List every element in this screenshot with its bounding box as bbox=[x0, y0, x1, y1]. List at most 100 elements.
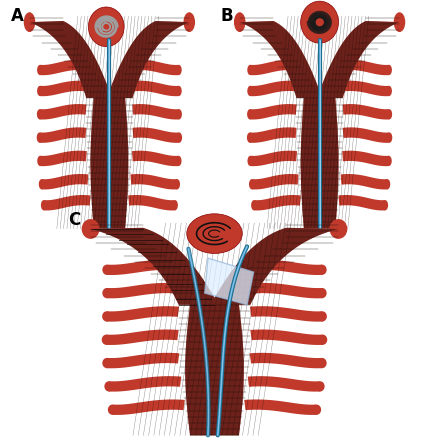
Ellipse shape bbox=[317, 264, 326, 275]
Polygon shape bbox=[342, 60, 389, 75]
Ellipse shape bbox=[318, 334, 327, 345]
Ellipse shape bbox=[386, 156, 392, 166]
Text: B: B bbox=[221, 7, 233, 25]
Ellipse shape bbox=[247, 65, 253, 75]
Polygon shape bbox=[342, 81, 389, 96]
Polygon shape bbox=[40, 81, 87, 96]
Polygon shape bbox=[132, 60, 179, 75]
Ellipse shape bbox=[82, 219, 100, 239]
Polygon shape bbox=[342, 150, 389, 166]
Ellipse shape bbox=[317, 358, 326, 368]
Ellipse shape bbox=[108, 404, 117, 415]
Polygon shape bbox=[244, 400, 317, 415]
Polygon shape bbox=[250, 260, 323, 275]
Polygon shape bbox=[42, 174, 88, 190]
Ellipse shape bbox=[247, 109, 253, 119]
Polygon shape bbox=[248, 376, 320, 392]
Polygon shape bbox=[106, 283, 179, 298]
Ellipse shape bbox=[103, 264, 112, 275]
Polygon shape bbox=[44, 195, 91, 210]
Polygon shape bbox=[130, 174, 177, 190]
Polygon shape bbox=[341, 174, 387, 190]
Polygon shape bbox=[250, 104, 297, 120]
Ellipse shape bbox=[234, 12, 245, 32]
Text: C: C bbox=[68, 212, 80, 230]
Ellipse shape bbox=[37, 65, 43, 75]
Ellipse shape bbox=[176, 86, 182, 96]
Polygon shape bbox=[342, 104, 390, 120]
Polygon shape bbox=[9, 21, 189, 228]
Ellipse shape bbox=[37, 86, 43, 96]
Ellipse shape bbox=[39, 179, 45, 189]
Polygon shape bbox=[106, 306, 179, 322]
Ellipse shape bbox=[247, 86, 253, 96]
Polygon shape bbox=[58, 228, 338, 435]
Polygon shape bbox=[128, 195, 175, 210]
Polygon shape bbox=[250, 150, 297, 166]
Ellipse shape bbox=[103, 288, 112, 298]
Polygon shape bbox=[106, 353, 179, 368]
Ellipse shape bbox=[318, 311, 327, 322]
Ellipse shape bbox=[176, 65, 182, 75]
Polygon shape bbox=[133, 127, 179, 143]
Ellipse shape bbox=[386, 65, 392, 75]
Ellipse shape bbox=[104, 381, 114, 392]
Ellipse shape bbox=[312, 404, 321, 415]
Ellipse shape bbox=[37, 156, 43, 166]
Ellipse shape bbox=[249, 179, 255, 189]
Ellipse shape bbox=[172, 200, 178, 210]
Polygon shape bbox=[109, 376, 181, 392]
Polygon shape bbox=[112, 400, 185, 415]
Polygon shape bbox=[338, 195, 385, 210]
Ellipse shape bbox=[382, 200, 388, 210]
Ellipse shape bbox=[103, 358, 112, 368]
Polygon shape bbox=[40, 150, 87, 166]
Polygon shape bbox=[251, 330, 323, 345]
Ellipse shape bbox=[37, 132, 42, 143]
Ellipse shape bbox=[102, 311, 111, 322]
Ellipse shape bbox=[175, 156, 181, 166]
Polygon shape bbox=[219, 21, 399, 228]
Polygon shape bbox=[132, 104, 179, 120]
Ellipse shape bbox=[102, 334, 111, 345]
Polygon shape bbox=[254, 195, 301, 210]
Ellipse shape bbox=[329, 219, 347, 239]
Polygon shape bbox=[39, 104, 87, 120]
Polygon shape bbox=[219, 21, 399, 228]
Ellipse shape bbox=[176, 109, 182, 119]
Polygon shape bbox=[250, 353, 323, 368]
Ellipse shape bbox=[174, 179, 180, 189]
Polygon shape bbox=[132, 81, 179, 96]
Ellipse shape bbox=[384, 179, 390, 189]
Ellipse shape bbox=[251, 200, 257, 210]
Polygon shape bbox=[343, 127, 390, 143]
Polygon shape bbox=[9, 21, 189, 228]
Ellipse shape bbox=[387, 132, 392, 143]
Ellipse shape bbox=[187, 214, 242, 253]
Polygon shape bbox=[132, 150, 179, 166]
Ellipse shape bbox=[88, 7, 124, 47]
Ellipse shape bbox=[247, 132, 253, 143]
Polygon shape bbox=[250, 81, 297, 96]
Polygon shape bbox=[250, 127, 296, 143]
Polygon shape bbox=[250, 306, 323, 322]
Polygon shape bbox=[250, 60, 297, 75]
Text: A: A bbox=[11, 7, 24, 25]
Polygon shape bbox=[252, 174, 299, 190]
Polygon shape bbox=[205, 258, 254, 305]
Ellipse shape bbox=[176, 132, 182, 143]
Polygon shape bbox=[58, 228, 338, 435]
Ellipse shape bbox=[301, 1, 338, 43]
Ellipse shape bbox=[386, 109, 392, 119]
Ellipse shape bbox=[386, 86, 392, 96]
Ellipse shape bbox=[37, 109, 43, 119]
Polygon shape bbox=[106, 260, 179, 275]
Ellipse shape bbox=[248, 156, 254, 166]
Ellipse shape bbox=[315, 381, 325, 392]
Ellipse shape bbox=[41, 200, 47, 210]
Polygon shape bbox=[40, 60, 87, 75]
Ellipse shape bbox=[317, 288, 326, 298]
Polygon shape bbox=[39, 127, 86, 143]
Polygon shape bbox=[106, 330, 178, 345]
Ellipse shape bbox=[24, 12, 35, 32]
